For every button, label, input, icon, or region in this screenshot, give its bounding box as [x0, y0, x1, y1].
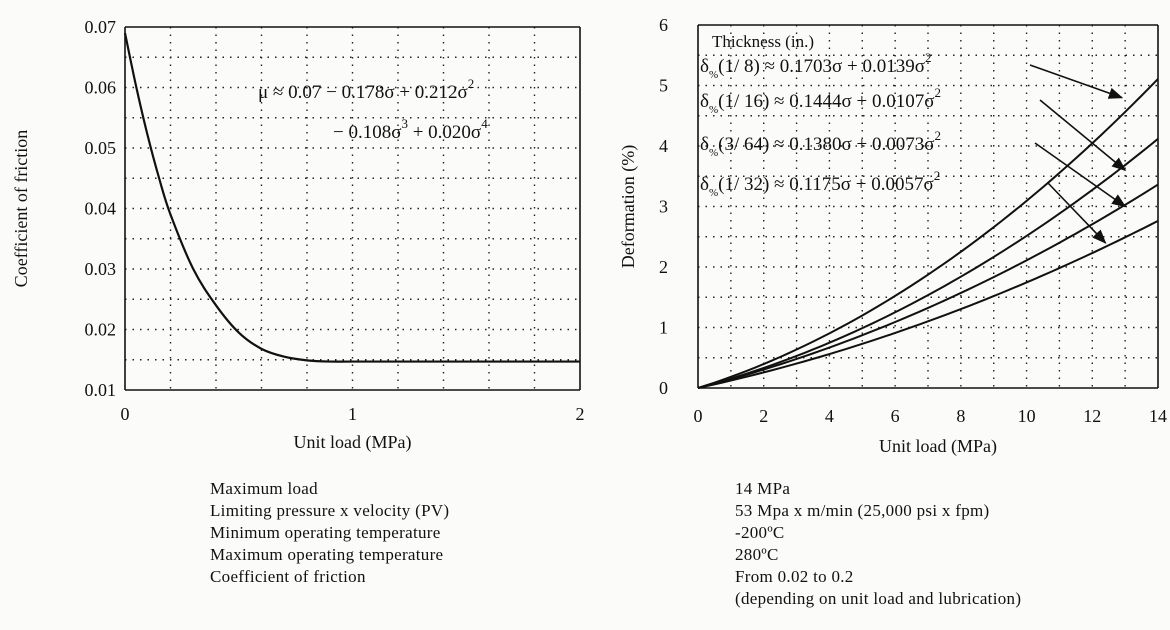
- property-value: (depending on unit load and lubrication): [735, 589, 1022, 608]
- label-arrow: [1029, 64, 1124, 99]
- series-label: δ%(1/ 32) ≈ 0.1175σ + 0.0057σ2: [700, 168, 940, 199]
- x-tick-label: 6: [891, 406, 900, 426]
- equation-exponent: 2: [925, 50, 932, 65]
- y-tick-label: 0.04: [85, 199, 117, 219]
- delta-subscript: %: [709, 69, 718, 81]
- equation-text: (1/ 32) ≈ 0.1175σ + 0.0057σ: [718, 174, 934, 195]
- property-label: Limiting pressure x velocity (PV): [210, 501, 450, 520]
- equation-exponent: 3: [401, 116, 408, 131]
- y-tick-label: 0.07: [85, 17, 117, 37]
- equation-line-2: − 0.108σ3 + 0.020σ4: [333, 116, 488, 143]
- equation-exponent: 2: [934, 128, 941, 143]
- deformation-curve: [697, 78, 1159, 389]
- property-values: 14 MPa 53 Mpa x m/min (25,000 psi x fpm)…: [735, 478, 1021, 610]
- friction-chart: 0.01 0.02 0.03 0.04 0.05 0.06 0.07 0 1 2 Unit load…: [11, 17, 585, 453]
- x-tick-label: 8: [956, 406, 965, 426]
- property-value: 14 MPa: [735, 479, 791, 498]
- equation-exponent: 2: [934, 85, 941, 100]
- label-arrow: [1039, 99, 1127, 172]
- x-tick-label: 2: [576, 404, 585, 424]
- series-label: δ%(3/ 64) ≈ 0.1380σ + 0.0073σ2: [700, 128, 941, 159]
- deformation-curve: [697, 183, 1159, 389]
- property-labels: Maximum load Limiting pressure x velocit…: [210, 478, 449, 588]
- y-tick-label: 1: [659, 318, 668, 338]
- label-arrow: [1047, 182, 1107, 244]
- x-tick-label: 2: [759, 406, 768, 426]
- equation-text: (3/ 64) ≈ 0.1380σ + 0.0073σ: [718, 134, 934, 155]
- delta-subscript: %: [709, 187, 718, 199]
- equation-text: − 0.108σ: [333, 122, 401, 143]
- deformation-curve: [697, 138, 1159, 389]
- property-value: 53 Mpa x m/min (25,000 psi x fpm): [735, 501, 990, 520]
- property-value: -200ºC: [735, 523, 785, 542]
- y-tick-label: 4: [659, 136, 668, 156]
- x-axis-label: Unit load (MPa): [294, 432, 412, 453]
- y-tick-label: 0.05: [85, 138, 117, 158]
- y-axis-label: Coefficient of friction: [11, 130, 31, 288]
- y-tick-label: 0: [659, 378, 668, 398]
- x-tick-label: 14: [1149, 406, 1167, 426]
- friction-curve: [123, 32, 580, 363]
- y-tick-label: 0.01: [85, 380, 117, 400]
- delta-symbol: δ: [700, 91, 709, 112]
- delta-symbol: δ: [700, 134, 709, 155]
- deformation-curve: [697, 219, 1159, 389]
- delta-symbol: δ: [700, 56, 709, 77]
- label-arrow: [1034, 142, 1127, 208]
- property-value: From 0.02 to 0.2: [735, 567, 854, 586]
- equation-text: (1/ 8) ≈ 0.1703σ + 0.0139σ: [718, 56, 925, 77]
- equation-exponent: 2: [934, 168, 941, 183]
- series-label: δ%(1/ 16) ≈ 0.1444σ + 0.0107σ2: [700, 85, 941, 116]
- y-tick-label: 6: [659, 15, 668, 35]
- x-tick-label: 0: [121, 404, 130, 424]
- equation-exponent: 4: [481, 116, 488, 131]
- property-label: Maximum load: [210, 479, 318, 498]
- y-tick-label: 5: [659, 76, 668, 96]
- y-tick-label: 3: [659, 197, 668, 217]
- equation-text: μ ≈ 0.07 − 0.178σ + 0.212σ: [258, 82, 468, 103]
- x-tick-label: 1: [348, 404, 357, 424]
- x-axis-label: Unit load (MPa): [879, 436, 997, 457]
- x-tick-label: 10: [1018, 406, 1036, 426]
- series-label: δ%(1/ 8) ≈ 0.1703σ + 0.0139σ2: [700, 50, 931, 81]
- y-tick-label: 2: [659, 257, 668, 277]
- equation-text: (1/ 16) ≈ 0.1444σ + 0.0107σ: [718, 91, 934, 112]
- equation-text: + 0.020σ: [408, 122, 481, 143]
- x-tick-label: 12: [1083, 406, 1101, 426]
- delta-subscript: %: [709, 147, 718, 159]
- y-axis-label: Deformation (%): [618, 145, 639, 268]
- y-tick-label: 0.06: [85, 78, 117, 98]
- property-value: 280ºC: [735, 545, 779, 564]
- x-tick-label: 0: [694, 406, 703, 426]
- x-tick-label: 4: [825, 406, 834, 426]
- equation-exponent: 2: [468, 76, 475, 91]
- y-tick-label: 0.02: [85, 320, 117, 340]
- property-label: Minimum operating temperature: [210, 523, 441, 542]
- delta-subscript: %: [709, 104, 718, 116]
- legend-title: Thickness (in.): [712, 32, 814, 51]
- y-tick-label: 0.03: [85, 259, 117, 279]
- property-label: Coefficient of friction: [210, 567, 366, 586]
- delta-symbol: δ: [700, 174, 709, 195]
- property-label: Maximum operating temperature: [210, 545, 444, 564]
- equation-line-1: μ ≈ 0.07 − 0.178σ + 0.212σ2: [258, 76, 474, 103]
